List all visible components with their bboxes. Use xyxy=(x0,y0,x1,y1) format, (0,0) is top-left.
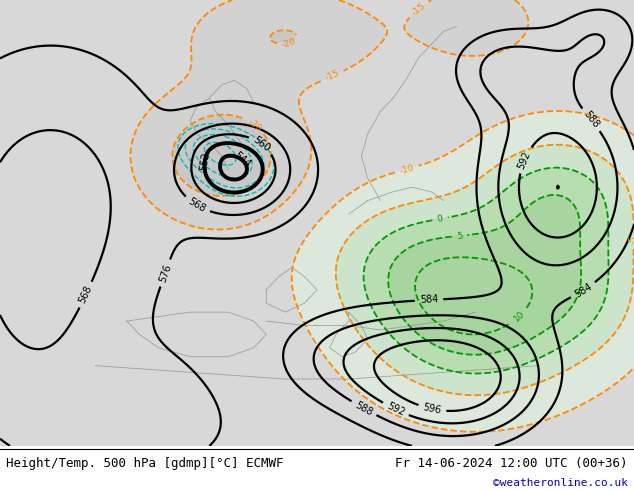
Text: 584: 584 xyxy=(573,281,593,299)
Text: -10: -10 xyxy=(398,163,415,175)
Text: Fr 14-06-2024 12:00 UTC (00+36): Fr 14-06-2024 12:00 UTC (00+36) xyxy=(395,457,628,470)
Text: 576: 576 xyxy=(157,263,173,283)
Text: -5: -5 xyxy=(629,235,634,244)
Text: 0: 0 xyxy=(437,214,444,224)
Text: ©weatheronline.co.uk: ©weatheronline.co.uk xyxy=(493,478,628,489)
Text: 568: 568 xyxy=(77,284,94,305)
Text: -20: -20 xyxy=(247,117,264,133)
Text: 596: 596 xyxy=(422,402,443,416)
Text: 552: 552 xyxy=(198,151,211,171)
Text: -15: -15 xyxy=(410,1,427,17)
Text: Height/Temp. 500 hPa [gdmp][°C] ECMWF: Height/Temp. 500 hPa [gdmp][°C] ECMWF xyxy=(6,457,284,470)
Text: 10: 10 xyxy=(512,309,527,323)
Text: 588: 588 xyxy=(353,399,375,417)
Text: 560: 560 xyxy=(251,135,272,154)
Text: -20: -20 xyxy=(281,36,297,49)
Text: -15: -15 xyxy=(323,69,340,83)
Text: 592: 592 xyxy=(516,149,533,171)
Text: 568: 568 xyxy=(186,196,207,214)
Text: 544: 544 xyxy=(231,150,252,170)
Text: 592: 592 xyxy=(385,401,406,418)
Text: 588: 588 xyxy=(581,109,601,130)
Text: 584: 584 xyxy=(420,294,439,305)
Text: 5: 5 xyxy=(456,231,463,241)
